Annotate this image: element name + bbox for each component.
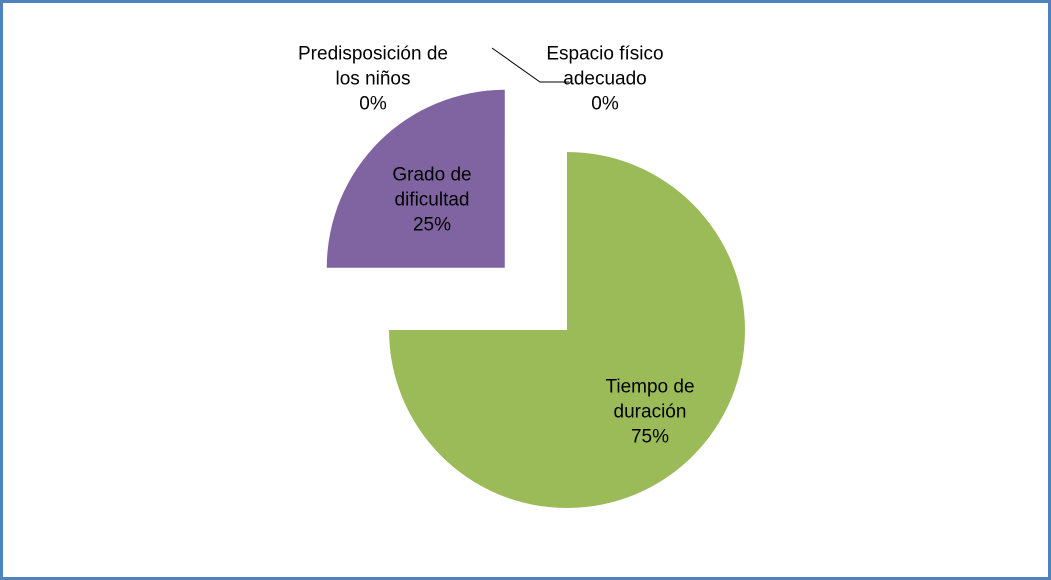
slice-label: Grado de dificultad 25% <box>377 163 487 238</box>
value-label: 0% <box>591 93 619 115</box>
value-label: 25% <box>412 214 452 236</box>
pie-slice <box>326 89 505 268</box>
pie-slice <box>389 152 745 508</box>
category: Predisposición de los niños <box>298 43 448 90</box>
category: Grado de dificultad <box>392 164 472 211</box>
category: Espacio físico adecuado <box>546 43 664 90</box>
leader-line <box>491 47 569 83</box>
slice-label: Espacio físico adecuado 0% <box>523 42 688 117</box>
chart <box>326 47 745 508</box>
value-label: 75% <box>630 426 670 448</box>
slice-label: Tiempo de duración 75% <box>590 375 710 450</box>
value-label: 0% <box>359 93 387 115</box>
category: Tiempo de duración <box>605 376 695 423</box>
slice-label: Predisposición de los niños 0% <box>291 42 456 117</box>
